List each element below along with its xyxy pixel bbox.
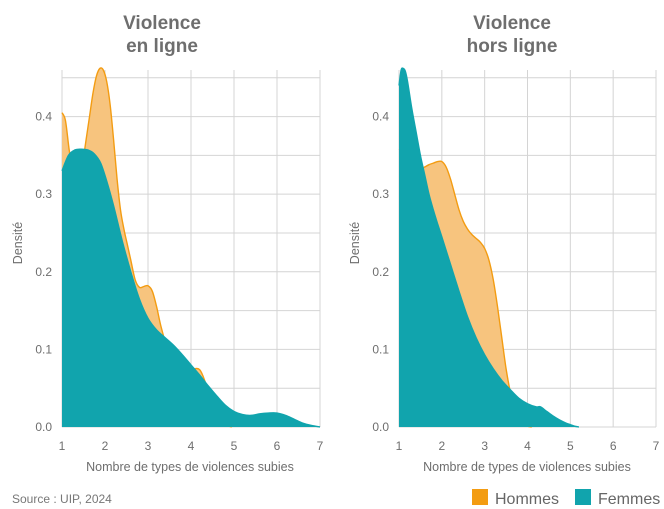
- legend: Hommes Femmes: [472, 489, 660, 508]
- density-area-femmes: [62, 149, 320, 428]
- y-tick-label: 0.3: [35, 187, 52, 201]
- y-tick-label: 0.1: [372, 342, 389, 356]
- y-axis-label: Densité: [348, 222, 362, 264]
- x-tick-label: 5: [231, 439, 238, 453]
- x-tick-label: 6: [274, 439, 281, 453]
- y-tick-label: 0.1: [35, 342, 52, 356]
- panel-title-line-2: en ligne: [126, 36, 198, 57]
- panel-title-line-2: hors ligne: [467, 36, 558, 57]
- x-tick-label: 3: [481, 439, 488, 453]
- panel-title-line-1: Violence: [473, 13, 551, 34]
- x-tick-label: 1: [59, 439, 66, 453]
- x-tick-label: 7: [653, 439, 660, 453]
- y-tick-label: 0.2: [372, 265, 389, 279]
- y-tick-label: 0.0: [35, 420, 52, 434]
- legend-swatch-hommes: [472, 489, 488, 505]
- y-tick-label: 0.2: [35, 265, 52, 279]
- y-tick-label: 0.4: [35, 110, 52, 124]
- x-tick-label: 4: [524, 439, 531, 453]
- x-tick-label: 2: [438, 439, 445, 453]
- x-tick-label: 1: [396, 439, 403, 453]
- density-area-femmes: [399, 68, 579, 428]
- y-tick-label: 0.4: [372, 110, 389, 124]
- x-tick-label: 2: [102, 439, 109, 453]
- x-tick-label: 3: [145, 439, 152, 453]
- x-axis-label: Nombre de types de violences subies: [86, 460, 294, 474]
- legend-swatch-femmes: [575, 489, 591, 505]
- x-tick-label: 4: [188, 439, 195, 453]
- x-tick-label: 7: [317, 439, 324, 453]
- legend-label-hommes: Hommes: [495, 491, 559, 508]
- panel-offline-violence: Violence hors ligne 1 2 3 4 5 6 7 0.0 0.1 0.2 0.3 0…: [348, 13, 660, 474]
- y-tick-label: 0.3: [372, 187, 389, 201]
- y-axis-label: Densité: [11, 222, 25, 264]
- panel-online-violence: Violence en ligne 1 2 3 4 5 6 7 0.0 0.1 0.2 0.3 0.4…: [11, 13, 324, 474]
- density-line-femmes: [398, 67, 580, 428]
- source-note: Source : UIP, 2024: [12, 492, 112, 506]
- x-tick-label: 5: [567, 439, 574, 453]
- x-axis-label: Nombre de types de violences subies: [423, 460, 631, 474]
- density-line-femmes: [61, 148, 321, 428]
- legend-label-femmes: Femmes: [598, 491, 660, 508]
- x-tick-label: 6: [610, 439, 617, 453]
- y-tick-label: 0.0: [372, 420, 389, 434]
- panel-title-line-1: Violence: [123, 13, 201, 34]
